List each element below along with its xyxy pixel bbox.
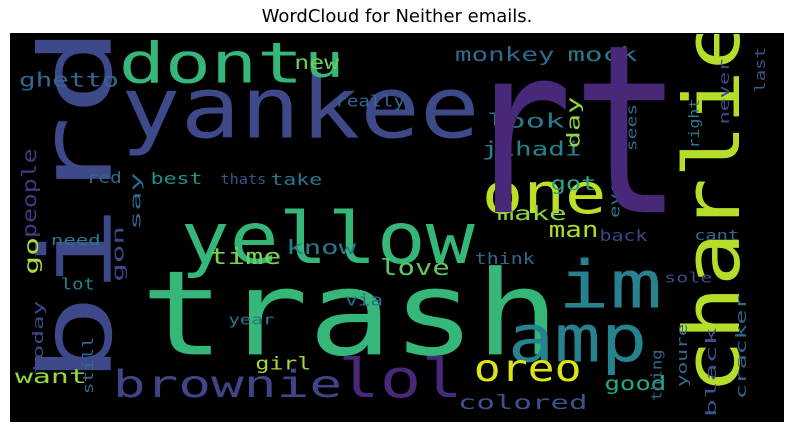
cloud-word-need: need (51, 233, 101, 249)
cloud-word-today: today (31, 301, 47, 375)
cloud-word-lot: lot (61, 275, 95, 294)
cloud-word-take: take (270, 170, 322, 189)
cloud-word-new: new (294, 51, 339, 74)
cloud-word-cant: cant (694, 228, 739, 244)
cloud-word-right: right (687, 99, 703, 149)
cloud-word-even: even (607, 168, 623, 218)
cloud-word-charlie: charlie (668, 34, 758, 394)
chart-title: WordCloud for Neither emails. (261, 6, 533, 27)
cloud-word-im: im (558, 247, 663, 324)
cloud-word-dont: dont (119, 34, 304, 97)
cloud-word-sole: sole (664, 271, 712, 287)
cloud-word-best: best (151, 169, 203, 188)
cloud-word-gon: gon (109, 226, 128, 282)
cloud-word-oreo: oreo (474, 346, 582, 390)
cloud-word-time: time (209, 245, 281, 270)
cloud-word-one: one (482, 162, 607, 227)
cloud-word-red: red (87, 168, 122, 187)
cloud-word-mock: mock (568, 43, 638, 66)
cloud-word-think: think (475, 249, 535, 268)
cloud-word-youre: youre (675, 324, 691, 388)
cloud-word-know: know (286, 236, 356, 259)
cloud-word-day: day (564, 96, 585, 148)
cloud-word-jihadi: jihadi (482, 137, 582, 160)
cloud-word-back: back (599, 226, 647, 245)
cloud-word-thing: thing (649, 349, 665, 401)
cloud-word-u: u (304, 34, 344, 88)
cloud-word-year: year (228, 313, 274, 329)
cloud-word-brownie: brownie (113, 362, 342, 406)
word-cloud: rt trash yankee bird charlie yellow dont im amp o… (10, 33, 784, 422)
cloud-word-cracker: cracker (734, 295, 750, 399)
cloud-word-look: look (487, 110, 565, 133)
cloud-word-love: love (380, 256, 450, 281)
cloud-word-say: say (129, 172, 145, 230)
cloud-word-man: man (549, 218, 599, 243)
cloud-word-still: still (81, 336, 97, 394)
cloud-word-thats: thats (220, 172, 266, 188)
cloud-word-last: last (753, 47, 769, 93)
cloud-word-bird: bird (20, 34, 135, 384)
cloud-word-amp: amp (508, 300, 648, 377)
cloud-word-rt: rt (463, 34, 682, 268)
cloud-word-got: got (551, 172, 597, 195)
cloud-word-sees: sees (624, 104, 640, 152)
cloud-word-via: via (345, 291, 383, 310)
cloud-background (11, 34, 783, 421)
cloud-word-yankee: yankee (121, 59, 480, 159)
cloud-word-really: really (335, 92, 405, 111)
cloud-word-black: black (704, 326, 720, 417)
cloud-word-monkey: monkey (455, 43, 555, 66)
cloud-word-people: people (18, 148, 41, 238)
cloud-word-ghetto: ghetto (19, 69, 119, 92)
cloud-word-make: make (497, 202, 567, 225)
cloud-word-go: go (20, 237, 43, 275)
cloud-word-never: never (717, 59, 733, 125)
cloud-word-want: want (15, 365, 87, 388)
cloud-word-lol: lol (338, 347, 463, 410)
cloud-word-girl: girl (255, 353, 311, 374)
cloud-word-colored: colored (458, 391, 588, 414)
cloud-word-trash: trash (141, 245, 560, 382)
cloud-word-yellow: yellow (181, 196, 476, 280)
cloud-word-good: good (604, 372, 666, 395)
cloud-word-rt: rt (463, 34, 682, 268)
